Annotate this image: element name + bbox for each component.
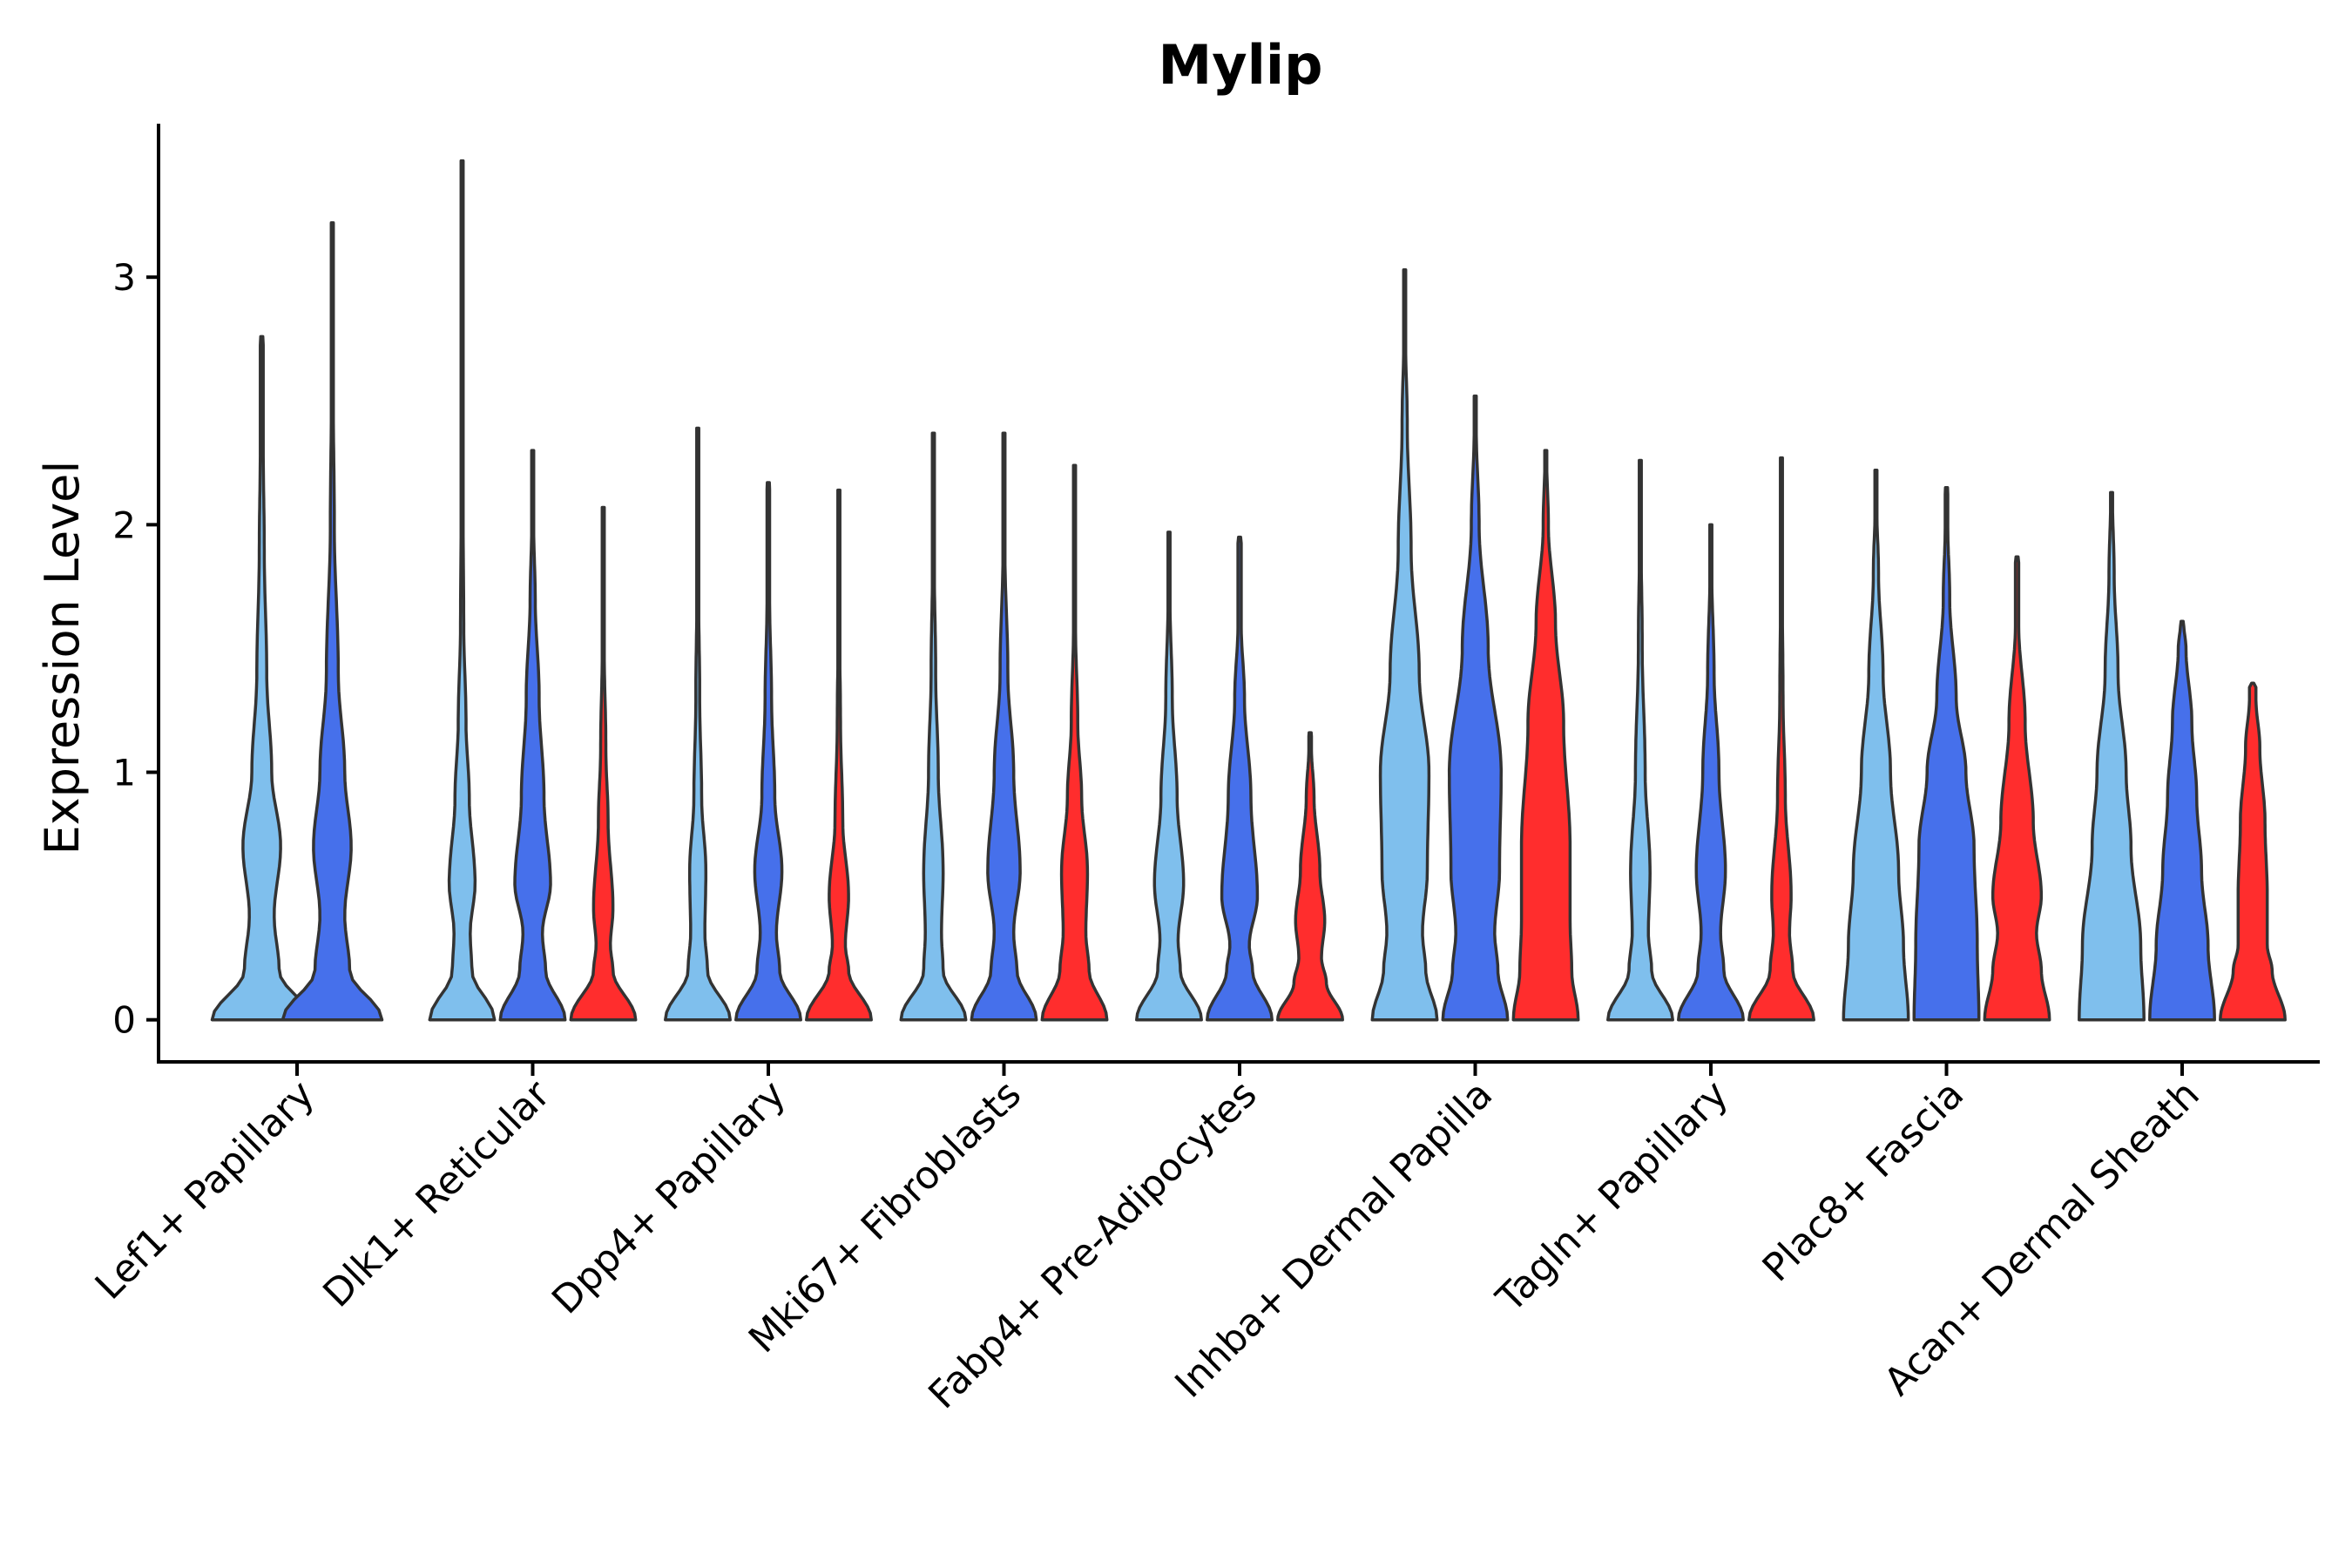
x-tick-label: Tagln+ Papillary <box>1488 1072 1737 1321</box>
category-group <box>1370 267 1580 1022</box>
x-tick-label: Dpp4+ Papillary <box>544 1072 794 1323</box>
violin-group-3 <box>569 505 638 1022</box>
category-group <box>1842 469 2051 1022</box>
violin-group-3 <box>1983 555 2051 1022</box>
violin-group-3 <box>1747 456 1815 1022</box>
violin-group-2 <box>280 220 384 1022</box>
violin-group-1 <box>1842 469 1910 1022</box>
violin-group-1 <box>1606 458 1674 1022</box>
plot-area <box>210 159 2287 1022</box>
y-axis-ticks: 0 1 2 3 <box>112 256 159 1042</box>
chart-title: Mylip <box>1159 33 1323 97</box>
violin-group-2 <box>1912 485 1981 1022</box>
x-tick-label: Mki67+ Fibroblasts <box>740 1072 1030 1362</box>
violin-group-3 <box>2219 681 2287 1022</box>
violin-group-3 <box>805 488 873 1022</box>
x-tick-label: Dlk1+ Reticular <box>314 1071 559 1316</box>
y-tick-label: 1 <box>112 752 136 794</box>
violin-group-3 <box>1511 449 1580 1022</box>
violin-group-2 <box>1677 523 1745 1022</box>
x-tick-label: Lef1+ Papillary <box>87 1072 323 1308</box>
category-group <box>210 220 384 1022</box>
violin-group-1 <box>428 159 497 1022</box>
violin-group-2 <box>2148 619 2216 1022</box>
category-group <box>1135 531 1344 1022</box>
violin-group-1 <box>210 335 314 1022</box>
y-axis-label: Expression Level <box>35 461 90 855</box>
violin-group-3 <box>1276 731 1344 1022</box>
category-group <box>1606 456 1815 1022</box>
category-group <box>899 431 1109 1022</box>
violin-group-1 <box>899 431 968 1022</box>
category-group <box>2078 490 2287 1022</box>
violin-group-2 <box>970 431 1038 1022</box>
violin-group-2 <box>1441 394 1510 1022</box>
violin-group-1 <box>664 426 732 1022</box>
violin-group-3 <box>1040 463 1109 1022</box>
x-tick-label: Plac8+ Fascia <box>1754 1072 1973 1291</box>
category-group <box>428 159 638 1022</box>
violin-group-1 <box>1370 267 1439 1022</box>
y-tick-label: 3 <box>112 256 136 299</box>
violin-group-2 <box>734 481 802 1022</box>
violin-group-1 <box>2078 490 2146 1022</box>
violin-group-2 <box>1206 535 1274 1022</box>
y-tick-label: 2 <box>112 504 136 546</box>
violin-group-1 <box>1135 531 1203 1022</box>
category-group <box>664 426 873 1022</box>
violin-group-2 <box>498 449 567 1022</box>
y-tick-label: 0 <box>112 999 136 1042</box>
